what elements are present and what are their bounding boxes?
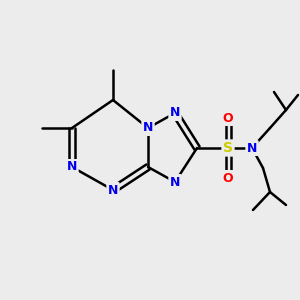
- Text: O: O: [223, 112, 233, 124]
- Text: N: N: [247, 142, 257, 154]
- Text: N: N: [170, 176, 180, 188]
- Text: N: N: [143, 122, 153, 134]
- Text: N: N: [108, 184, 118, 196]
- Text: N: N: [170, 106, 180, 119]
- Text: O: O: [223, 172, 233, 184]
- Text: N: N: [67, 160, 77, 173]
- Text: S: S: [223, 141, 233, 155]
